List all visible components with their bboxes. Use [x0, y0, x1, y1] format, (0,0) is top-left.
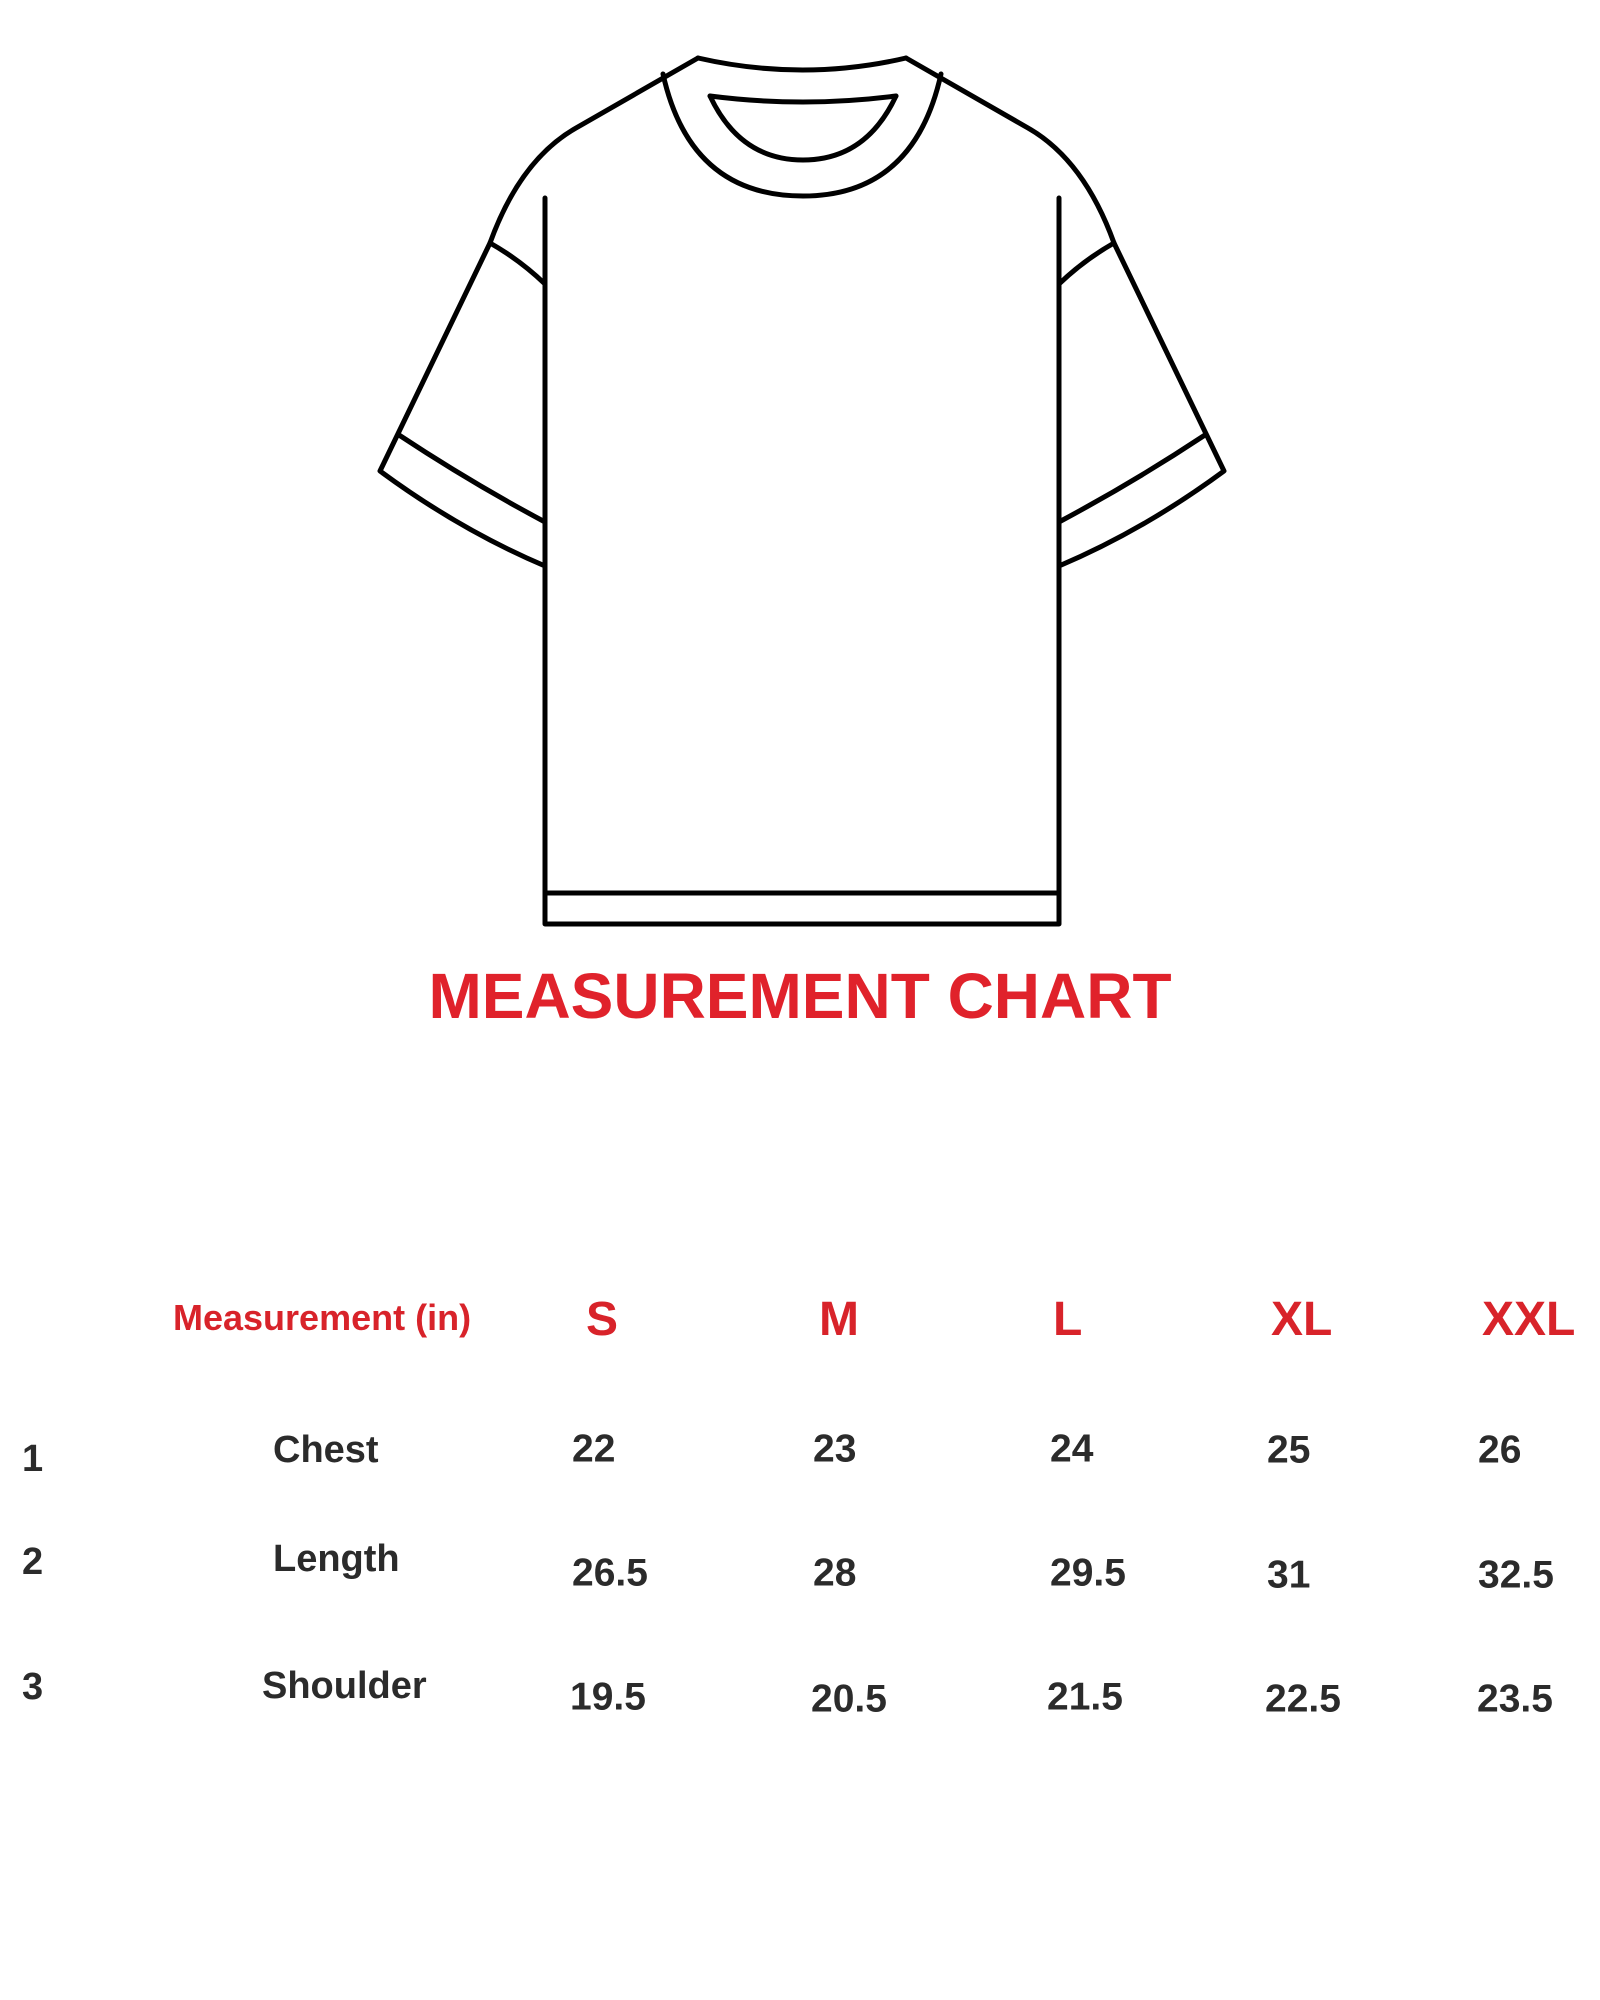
- table-cell: 32.5: [1478, 1553, 1554, 1597]
- table-cell: 26: [1478, 1428, 1522, 1472]
- row-label-shoulder: Shoulder: [262, 1665, 427, 1707]
- row-index: 2: [22, 1541, 44, 1583]
- measurement-header: Measurement (in): [173, 1297, 472, 1338]
- size-header-m: M: [819, 1293, 859, 1346]
- tshirt-illustration: [377, 55, 1227, 927]
- size-header-s: S: [586, 1293, 619, 1346]
- row-label-chest: Chest: [273, 1429, 379, 1471]
- table-cell: 28: [813, 1551, 857, 1595]
- row-index: 1: [22, 1438, 44, 1480]
- table-cell: 24: [1050, 1427, 1094, 1471]
- table-cell: 23.5: [1477, 1677, 1553, 1721]
- row-label-length: Length: [273, 1538, 400, 1580]
- table-cell: 22: [572, 1427, 616, 1471]
- table-cell: 21.5: [1047, 1675, 1123, 1719]
- table-cell: 31: [1267, 1553, 1311, 1597]
- table-cell: 29.5: [1050, 1551, 1126, 1595]
- size-header-xxl: XXL: [1482, 1293, 1576, 1346]
- size-header-l: L: [1053, 1293, 1083, 1346]
- table-cell: 25: [1267, 1428, 1311, 1472]
- table-cell: 19.5: [570, 1675, 646, 1719]
- row-index: 3: [22, 1666, 44, 1708]
- table-cell: 23: [813, 1427, 857, 1471]
- table-cell: 26.5: [572, 1551, 648, 1595]
- table-cell: 20.5: [811, 1677, 887, 1721]
- page-title: MEASUREMENT CHART: [428, 960, 1172, 1032]
- size-header-xl: XL: [1271, 1293, 1333, 1346]
- table-cell: 22.5: [1265, 1677, 1341, 1721]
